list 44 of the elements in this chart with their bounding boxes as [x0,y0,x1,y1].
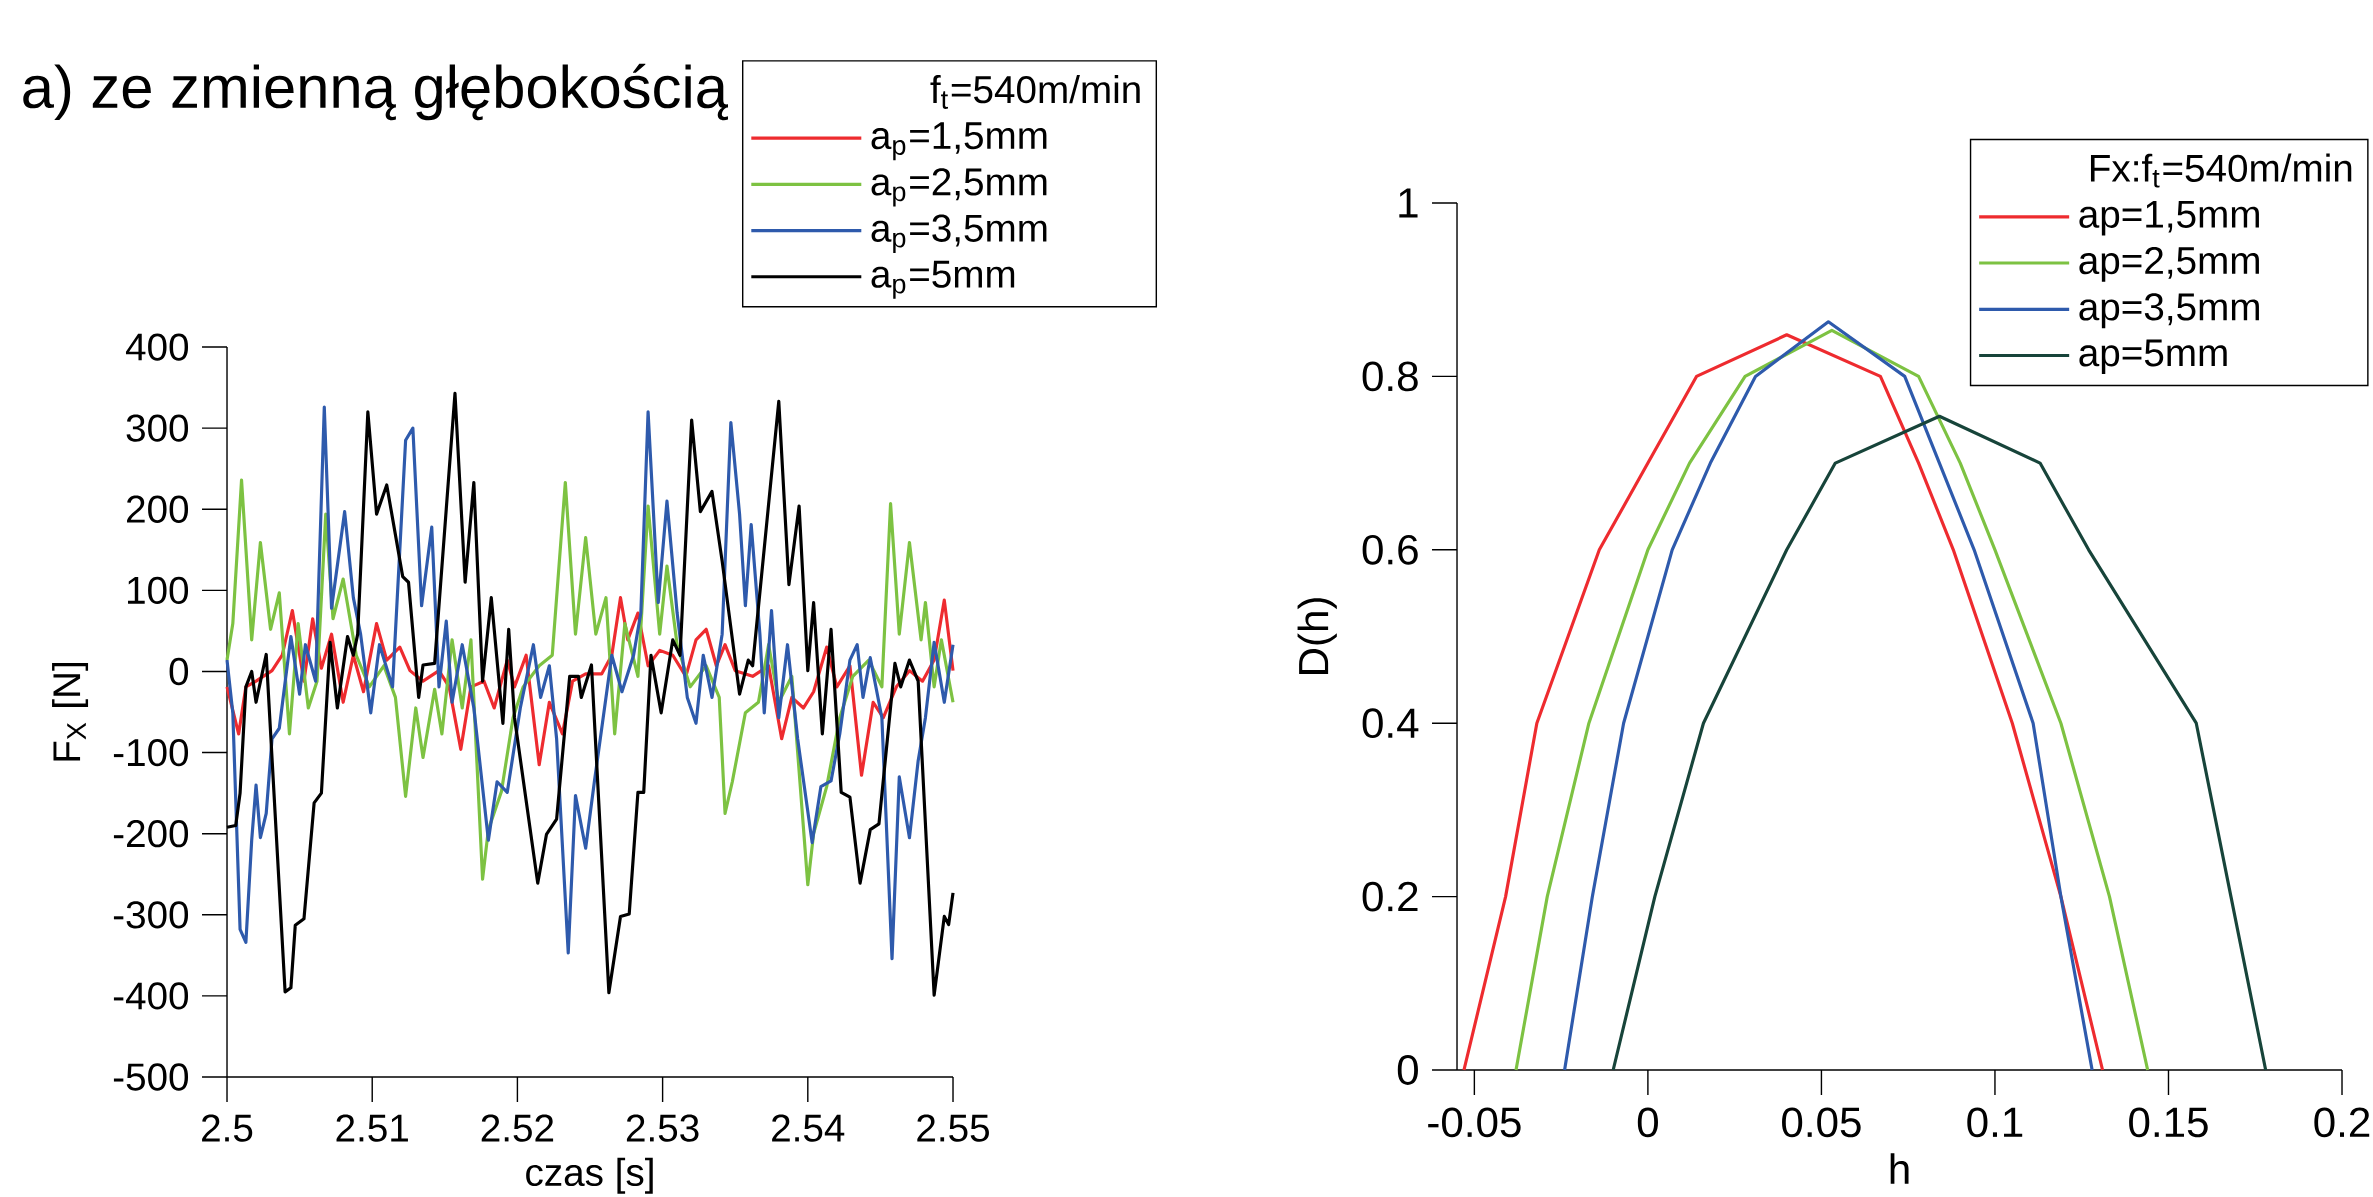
x-tick-label: 0.15 [2129,1107,2208,1138]
line-series [1611,414,2268,1072]
y-tick-label: 0.4 [1362,708,1419,739]
y-tick-label: -100 [113,738,189,767]
y-tick-label: -500 [113,1063,189,1091]
y-tick-label: -200 [113,820,189,848]
y-tick-label: 300 [126,414,189,442]
x-tick-label: 0.1 [1967,1107,2023,1138]
y-axis-title: F$_{X}$ [N] [52,662,89,761]
legend-label: a$_{p}$=3,5mm [871,214,1047,253]
y-tick-label: 0.2 [1362,881,1418,912]
y-tick-label: 0 [169,657,189,686]
legend-title: f$_{t}$=540m/min [930,74,1140,109]
legend-label: ap=3,5mm [2079,293,2259,329]
x-tick-label: -0.05 [1428,1107,1521,1138]
legend-title: Fx:f$_{t}$=540m/min [2090,153,2352,188]
x-tick-label: 2.52 [481,1114,554,1142]
y-tick-label: 200 [127,495,189,523]
x-tick-label: 0.05 [1782,1107,1861,1138]
y-tick-label: 0 [1397,1055,1418,1085]
y-tick-label: 0.6 [1362,534,1418,565]
y-axis-title: D(h) [1297,598,1337,675]
x-axis-title: czas [s] [526,1157,653,1194]
x-tick-label: 2.53 [626,1114,699,1142]
legend-label: a$_{p}$=5mm [871,260,1015,299]
legend-label: ap=1,5mm [2079,200,2259,236]
y-tick-label: 100 [128,576,189,605]
x-tick-label: 0 [1637,1107,1658,1138]
y-tick-label: 400 [125,333,189,361]
legend-label: ap=2,5mm [2079,246,2259,282]
chart-title: a) ze zmienną głębokością [23,63,728,121]
x-tick-label: 2.51 [336,1114,408,1142]
y-tick-label: 0.8 [1362,361,1418,392]
legend-label: a$_{p}$=2,5mm [871,168,1047,207]
x-axis-title: h [1890,1153,1909,1184]
y-tick-label: -300 [113,901,189,929]
x-tick-label: 2.54 [772,1114,845,1142]
y-tick-label: -400 [113,982,189,1010]
x-tick-label: 2.5 [202,1114,253,1142]
x-tick-label: 0.2 [2314,1107,2370,1138]
legend-label: ap=5mm [2079,339,2227,375]
x-tick-label: 2.55 [917,1114,989,1142]
legend-label: a$_{p}$=1,5mm [871,122,1047,161]
y-tick-label: 1 [1399,188,1418,218]
